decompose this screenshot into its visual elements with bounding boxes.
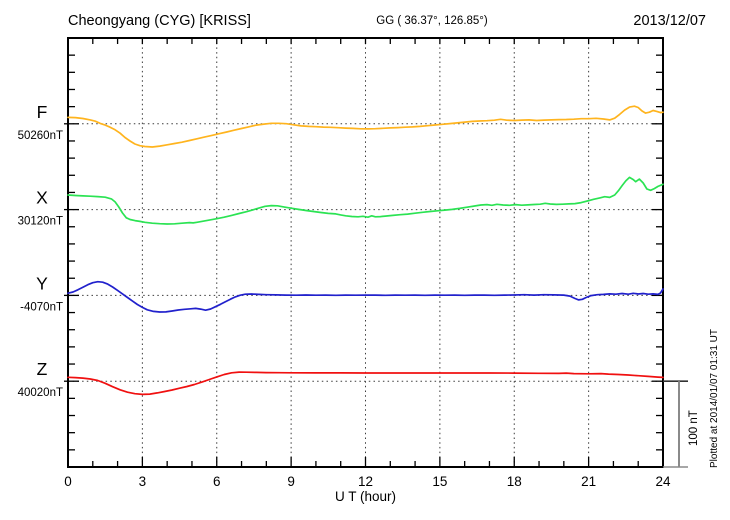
x-axis-label: U T (hour) — [335, 489, 396, 504]
x-tick-label-6: 6 — [213, 474, 221, 489]
trace-F — [67, 105, 664, 148]
series-letter-F: F — [37, 102, 48, 122]
scale-bar-label: 100 nT — [688, 410, 700, 446]
geo-coordinates: GG ( 36.37°, 126.85°) — [376, 15, 488, 27]
x-tick-label-21: 21 — [581, 474, 596, 489]
axis-ticks-layer — [64, 38, 663, 467]
trace-X — [67, 176, 664, 225]
x-tick-label-15: 15 — [432, 474, 447, 489]
x-tick-label-3: 3 — [139, 474, 147, 489]
x-tick-labels: 0 3 6 9 12 15 18 21 24 — [64, 474, 671, 489]
trace-Y — [67, 280, 664, 313]
plotted-timestamp: Plotted at 2014/01/07 01:31 UT — [709, 329, 720, 468]
series-labels: F 50260nT X 30120nT Y -4070nT Z 40020nT — [18, 102, 63, 399]
trace-Z — [67, 371, 664, 396]
scale-bar — [663, 380, 688, 468]
x-tick-label-0: 0 — [64, 474, 72, 489]
x-tick-label-9: 9 — [287, 474, 295, 489]
grid-layer — [68, 38, 663, 467]
series-letter-Z: Z — [37, 359, 48, 379]
series-letter-Y: Y — [36, 273, 48, 293]
trace-layer — [67, 105, 664, 396]
plot-frame — [67, 37, 664, 468]
station-title: Cheongyang (CYG) [KRISS] — [68, 13, 251, 29]
series-baseline-value-Z: 40020nT — [18, 387, 63, 399]
x-tick-label-24: 24 — [655, 474, 671, 489]
plot-date: 2013/12/07 — [633, 13, 706, 29]
series-baseline-value-F: 50260nT — [18, 130, 63, 142]
x-tick-label-12: 12 — [358, 474, 373, 489]
series-baseline-value-Y: -4070nT — [20, 301, 63, 313]
series-baseline-value-X: 30120nT — [18, 216, 63, 228]
series-letter-X: X — [36, 188, 48, 208]
x-tick-label-18: 18 — [507, 474, 522, 489]
